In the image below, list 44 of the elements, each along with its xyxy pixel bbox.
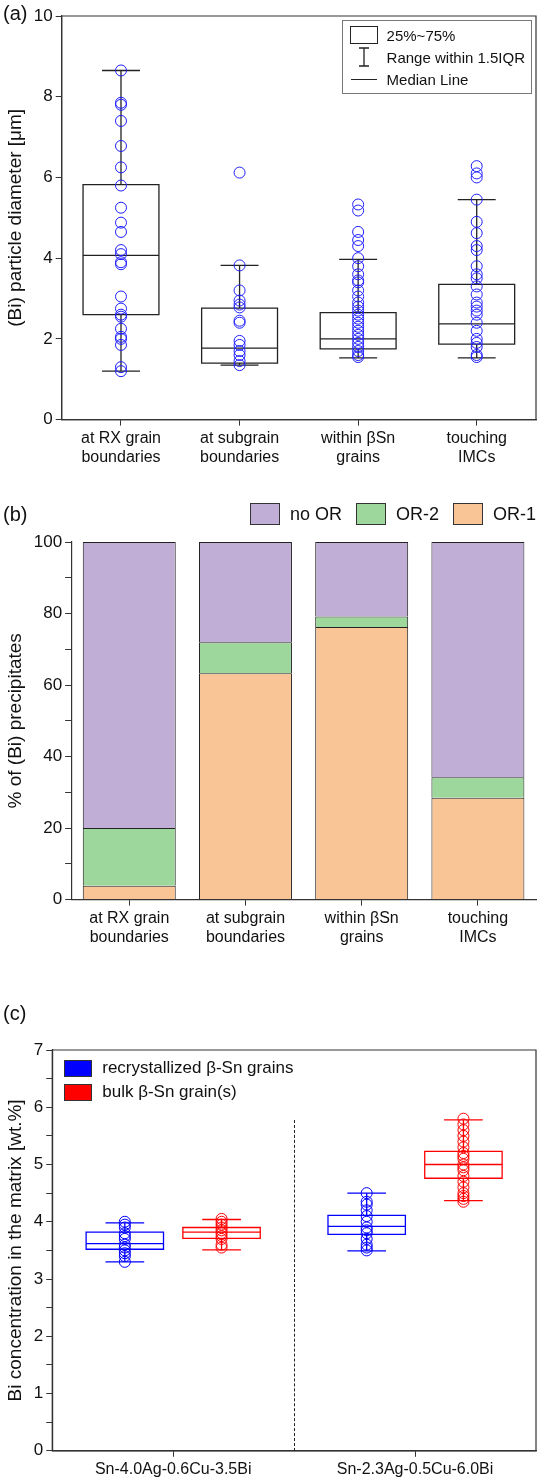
legend-label: recrystallized β-Sn grains — [102, 1058, 294, 1078]
y-axis-title: Bi concentration in the matrix [wt.%] — [3, 1099, 25, 1402]
y-tick-label: 4 — [43, 247, 53, 267]
legend-label: OR-2 — [395, 503, 439, 525]
y-tick-label: 40 — [43, 746, 63, 766]
y-tick-label: 80 — [43, 603, 63, 623]
annotation: Range within 1.5IQR — [386, 48, 525, 66]
y-tick-label: 8 — [43, 86, 53, 106]
y-tick-label: 7 — [33, 1039, 44, 1059]
y-tick-label: 6 — [33, 1096, 44, 1116]
y-tick-label: 3 — [33, 1268, 44, 1288]
y-axis-title: % of (Bi) precipitates — [3, 633, 25, 809]
y-tick-label: 20 — [43, 817, 63, 837]
series-label: no OR — [289, 503, 342, 525]
y-tick-label: 1 — [33, 1383, 44, 1403]
chart-title: (b) — [3, 503, 28, 526]
x-tick-label: at RX grain boundaries — [80, 428, 162, 465]
x-tick-label: touching IMCs — [447, 908, 509, 945]
y-tick-label: 0 — [43, 409, 53, 429]
y-tick-label: 2 — [43, 328, 53, 348]
y-tick-label: 100 — [33, 531, 63, 551]
y-axis-title: (Bi) particle diameter [μm] — [3, 108, 25, 327]
x-tick-label: within βSn grains — [320, 428, 396, 465]
y-tick-label: 0 — [33, 1440, 44, 1460]
chart-title: (a) — [3, 2, 28, 25]
x-tick-label: Sn-2.3Ag-0.5Cu-6.0Bi — [336, 1459, 494, 1477]
x-tick-label: Sn-4.0Ag-0.6Cu-3.5Bi — [94, 1459, 252, 1477]
x-tick-label: at subgrain boundaries — [205, 908, 286, 945]
y-tick-label: 5 — [33, 1154, 44, 1174]
y-tick-label: 2 — [33, 1325, 44, 1345]
y-tick-label: 60 — [43, 674, 63, 694]
y-tick-label: 4 — [33, 1211, 44, 1231]
legend-label: OR-1 — [492, 503, 536, 525]
legend-label: bulk β-Sn grain(s) — [102, 1082, 237, 1102]
y-tick-label: 0 — [52, 889, 63, 909]
chart-title: (c) — [3, 1002, 27, 1025]
annotation: 25%~75% — [386, 26, 456, 44]
x-tick-label: at RX grain boundaries — [89, 908, 170, 945]
y-tick-label: 10 — [33, 5, 53, 25]
annotation: Median Line — [386, 70, 469, 88]
x-tick-label: within βSn grains — [323, 908, 399, 945]
x-tick-label: touching IMCs — [446, 428, 507, 465]
x-tick-label: at subgrain boundaries — [199, 428, 280, 465]
y-tick-label: 6 — [43, 167, 53, 187]
